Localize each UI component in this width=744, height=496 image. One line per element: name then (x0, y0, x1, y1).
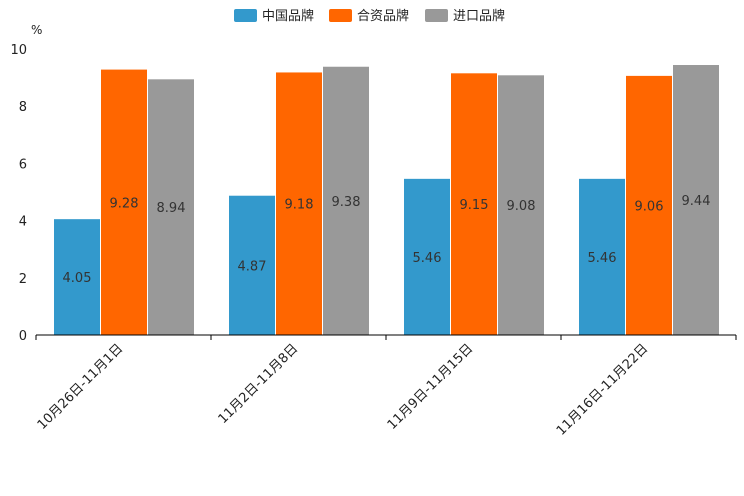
bar-2-4 (626, 75, 672, 335)
data-label-2-3: 9.15 (460, 198, 489, 213)
bar-1-1 (54, 219, 100, 335)
y-tick-label: 4 (19, 215, 27, 230)
y-axis: 0 2 4 6 8 10 (10, 43, 27, 344)
data-label-1-4: 5.46 (588, 251, 617, 266)
bar-3-1 (148, 79, 194, 335)
y-axis-unit-label: % (31, 23, 42, 37)
bar-2-3 (451, 73, 497, 335)
data-label-3-2: 9.38 (332, 195, 361, 210)
x-tick-label: 10月26日-11月1日 (35, 341, 127, 433)
bar-3-2 (323, 66, 369, 336)
data-label-3-4: 9.44 (682, 194, 711, 209)
data-label-3-1: 8.94 (157, 201, 186, 216)
data-label-2-2: 9.18 (285, 198, 314, 213)
x-tick-label: 11月9日-11月15日 (385, 341, 477, 433)
bar-2-2 (276, 72, 322, 336)
legend-swatch-3 (425, 9, 448, 22)
bar-1-2 (229, 195, 275, 335)
legend-swatch-2 (329, 9, 352, 22)
x-tick-label: 11月16日-11月22日 (554, 341, 651, 438)
legend-swatch-1 (234, 9, 257, 22)
y-tick-label: 0 (19, 329, 27, 344)
y-tick-label: 6 (19, 157, 27, 172)
bar-2-1 (101, 69, 147, 335)
data-label-3-3: 9.08 (507, 199, 536, 214)
data-label-2-1: 9.28 (110, 196, 139, 211)
y-tick-label: 8 (19, 100, 27, 115)
data-label-1-1: 4.05 (63, 271, 92, 286)
legend: 中国品牌 合资品牌 进口品牌 (234, 8, 505, 24)
legend-label-1: 中国品牌 (262, 8, 314, 24)
legend-label-2: 合资品牌 (357, 8, 409, 24)
bar-1-4 (579, 178, 625, 335)
x-tick-label: 11月2日-11月8日 (216, 341, 302, 427)
bar-3-4 (673, 65, 719, 336)
y-tick-label: 2 (19, 272, 27, 287)
data-label-1-2: 4.87 (238, 259, 267, 274)
bars (54, 65, 719, 336)
data-labels: 4.05 9.28 8.94 4.87 9.18 9.38 5.46 9.15 9.08 5.46… (63, 194, 711, 286)
legend-label-3: 进口品牌 (453, 8, 505, 24)
bar-1-3 (404, 178, 450, 335)
y-tick-label: 10 (10, 43, 27, 58)
data-label-2-4: 9.06 (635, 199, 664, 214)
x-axis: 10月26日-11月1日 11月2日-11月8日 11月9日-11月15日 11月16… (35, 334, 737, 439)
bar-3-3 (498, 75, 544, 335)
data-label-1-3: 5.46 (413, 251, 442, 266)
